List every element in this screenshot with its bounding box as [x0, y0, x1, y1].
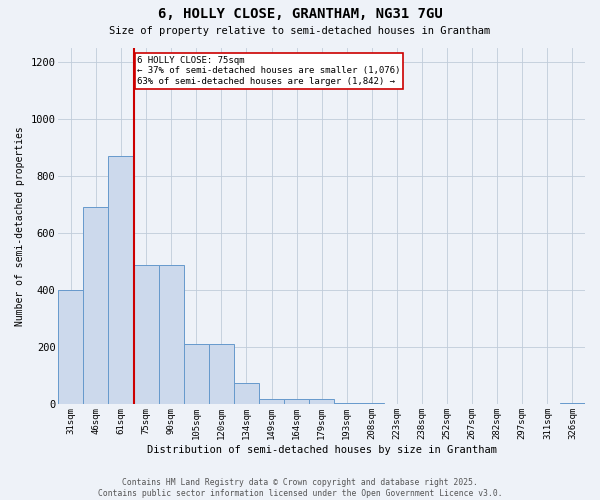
Bar — [109, 156, 134, 404]
Bar — [359, 403, 385, 404]
Text: 6 HOLLY CLOSE: 75sqm
← 37% of semi-detached houses are smaller (1,076)
63% of se: 6 HOLLY CLOSE: 75sqm ← 37% of semi-detac… — [137, 56, 401, 86]
Text: Size of property relative to semi-detached houses in Grantham: Size of property relative to semi-detach… — [109, 26, 491, 36]
Bar — [184, 344, 209, 405]
Bar — [58, 290, 83, 405]
Y-axis label: Number of semi-detached properties: Number of semi-detached properties — [15, 126, 25, 326]
Bar — [334, 403, 359, 404]
Bar — [134, 264, 158, 404]
Text: Contains HM Land Registry data © Crown copyright and database right 2025.
Contai: Contains HM Land Registry data © Crown c… — [98, 478, 502, 498]
Bar — [560, 403, 585, 404]
X-axis label: Distribution of semi-detached houses by size in Grantham: Distribution of semi-detached houses by … — [146, 445, 497, 455]
Bar — [309, 398, 334, 404]
Bar — [158, 264, 184, 404]
Bar — [209, 344, 234, 405]
Bar — [284, 398, 309, 404]
Text: 6, HOLLY CLOSE, GRANTHAM, NG31 7GU: 6, HOLLY CLOSE, GRANTHAM, NG31 7GU — [158, 8, 442, 22]
Bar — [83, 208, 109, 404]
Bar — [234, 383, 259, 404]
Bar — [259, 398, 284, 404]
